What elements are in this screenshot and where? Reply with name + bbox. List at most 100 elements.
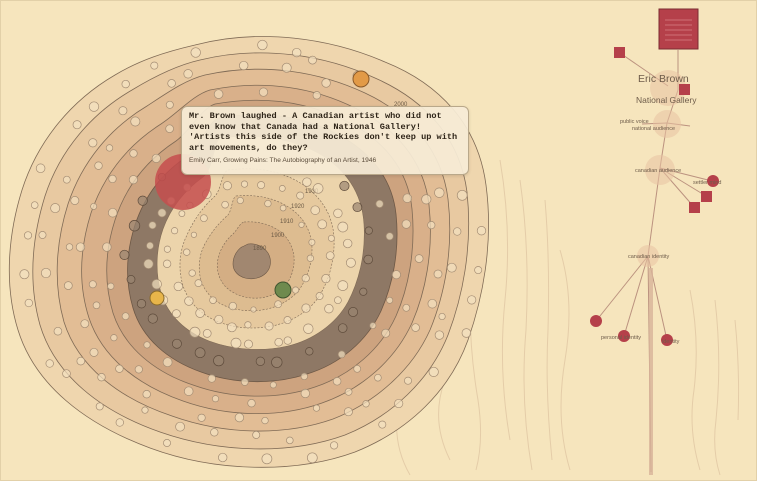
- event-dot[interactable]: [257, 181, 266, 190]
- event-dot[interactable]: [269, 381, 277, 389]
- event-dot[interactable]: [283, 336, 292, 345]
- event-dot[interactable]: [303, 323, 314, 334]
- event-dot[interactable]: [183, 69, 193, 79]
- event-dot[interactable]: [228, 301, 237, 311]
- event-dot[interactable]: [330, 441, 339, 450]
- event-dot[interactable]: [62, 369, 71, 378]
- event-dot[interactable]: [461, 328, 472, 338]
- event-dot[interactable]: [317, 219, 328, 230]
- event-dot[interactable]: [97, 373, 106, 382]
- event-dot[interactable]: [222, 181, 232, 191]
- event-dot[interactable]: [162, 357, 173, 368]
- event-dot[interactable]: [210, 428, 219, 437]
- event-dot[interactable]: [283, 316, 292, 325]
- event-dot[interactable]: [171, 338, 182, 349]
- event-dot[interactable]: [333, 208, 343, 218]
- event-dot[interactable]: [130, 116, 141, 127]
- event-dot[interactable]: [30, 201, 39, 209]
- event-dot[interactable]: [207, 374, 216, 383]
- event-dot[interactable]: [325, 251, 335, 261]
- event-dot[interactable]: [150, 61, 159, 70]
- event-dot[interactable]: [453, 227, 462, 236]
- event-dot[interactable]: [286, 436, 294, 445]
- event-dot[interactable]: [300, 372, 308, 381]
- network-node-circle-3[interactable]: [618, 330, 630, 342]
- event-dot[interactable]: [312, 404, 321, 412]
- event-dot[interactable]: [62, 175, 71, 184]
- event-dot[interactable]: [315, 292, 324, 300]
- event-dot[interactable]: [209, 296, 217, 304]
- event-dot[interactable]: [183, 248, 191, 256]
- event-dot[interactable]: [202, 329, 212, 338]
- event-dot[interactable]: [401, 219, 411, 229]
- event-dot[interactable]: [250, 306, 257, 313]
- event-dot[interactable]: [107, 282, 115, 290]
- event-dot[interactable]: [278, 185, 286, 192]
- event-dot[interactable]: [321, 78, 331, 88]
- event-dot[interactable]: [264, 321, 274, 331]
- event-dot[interactable]: [115, 364, 124, 373]
- event-dot[interactable]: [312, 91, 321, 100]
- event-dot[interactable]: [375, 199, 384, 208]
- event-dot[interactable]: [221, 200, 229, 209]
- event-dot[interactable]: [261, 416, 269, 425]
- event-dot[interactable]: [255, 356, 266, 366]
- event-dot[interactable]: [136, 299, 147, 309]
- event-dot[interactable]: [374, 373, 382, 382]
- event-dot[interactable]: [151, 153, 161, 163]
- event-dot[interactable]: [344, 387, 353, 396]
- event-dot[interactable]: [257, 39, 268, 51]
- event-dot[interactable]: [404, 376, 412, 385]
- event-dot[interactable]: [339, 180, 350, 191]
- event-dot[interactable]: [162, 259, 172, 268]
- network-node-circle-4[interactable]: [661, 334, 673, 346]
- event-dot[interactable]: [362, 400, 370, 408]
- event-dot[interactable]: [279, 204, 287, 212]
- event-dot[interactable]: [378, 420, 387, 429]
- event-dot[interactable]: [76, 356, 86, 366]
- event-dot[interactable]: [345, 257, 356, 268]
- event-dot[interactable]: [163, 245, 171, 253]
- event-dot[interactable]: [230, 337, 242, 349]
- event-dot[interactable]: [474, 266, 483, 275]
- event-dot[interactable]: [143, 341, 151, 349]
- event-dot[interactable]: [411, 323, 420, 332]
- event-dot[interactable]: [337, 280, 349, 291]
- event-dot[interactable]: [244, 339, 253, 349]
- event-dot[interactable]: [45, 359, 54, 368]
- event-dot[interactable]: [252, 430, 261, 439]
- event-dot[interactable]: [95, 402, 104, 411]
- event-dot[interactable]: [214, 314, 224, 325]
- event-dot[interactable]: [80, 319, 90, 329]
- event-dot[interactable]: [434, 330, 445, 340]
- event-dot[interactable]: [239, 60, 249, 71]
- event-dot[interactable]: [386, 296, 394, 304]
- event-dot[interactable]: [200, 214, 208, 223]
- network-node-circle-1[interactable]: [707, 175, 719, 187]
- event-dot[interactable]: [308, 238, 316, 246]
- event-dot[interactable]: [183, 386, 194, 396]
- event-dot[interactable]: [190, 47, 201, 58]
- event-dot[interactable]: [337, 350, 346, 359]
- event-dot[interactable]: [337, 221, 349, 233]
- event-dot[interactable]: [110, 334, 118, 342]
- event-dot[interactable]: [363, 254, 373, 265]
- event-dot[interactable]: [348, 307, 359, 317]
- event-dot[interactable]: [194, 347, 206, 359]
- event-dot[interactable]: [146, 241, 154, 250]
- event-dot[interactable]: [19, 269, 30, 280]
- network-node-square-1[interactable]: [614, 47, 625, 58]
- event-dot[interactable]: [72, 120, 82, 130]
- event-dot[interactable]: [438, 312, 446, 321]
- event-dot[interactable]: [102, 242, 112, 252]
- event-dot[interactable]: [172, 309, 181, 318]
- network-node-square-3[interactable]: [701, 191, 712, 202]
- event-dot[interactable]: [105, 144, 114, 152]
- event-dot[interactable]: [236, 196, 244, 205]
- event-dot[interactable]: [23, 231, 33, 240]
- event-dot[interactable]: [359, 287, 368, 296]
- event-dot[interactable]: [141, 406, 149, 414]
- event-dot[interactable]: [134, 365, 143, 374]
- event-dot[interactable]: [264, 199, 272, 208]
- event-dot[interactable]: [334, 296, 342, 305]
